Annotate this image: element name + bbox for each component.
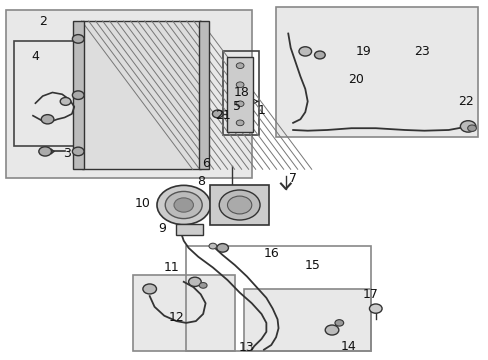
- Circle shape: [236, 82, 244, 87]
- Circle shape: [369, 304, 381, 313]
- Text: 16: 16: [263, 247, 279, 260]
- Bar: [244, 289, 370, 351]
- Text: 4: 4: [31, 50, 39, 63]
- Text: 18: 18: [234, 86, 249, 99]
- Circle shape: [72, 35, 84, 43]
- Circle shape: [212, 110, 223, 118]
- Bar: [222, 51, 259, 135]
- Text: 23: 23: [413, 45, 429, 58]
- Bar: [199, 21, 209, 169]
- Bar: [132, 275, 234, 351]
- Text: 17: 17: [362, 288, 378, 301]
- Bar: [227, 57, 252, 132]
- Circle shape: [174, 198, 193, 212]
- Circle shape: [236, 63, 244, 68]
- Circle shape: [208, 243, 216, 249]
- Circle shape: [216, 244, 228, 252]
- Text: 20: 20: [347, 73, 364, 86]
- Bar: [176, 224, 203, 235]
- Circle shape: [236, 101, 244, 107]
- Text: 13: 13: [239, 341, 254, 354]
- Text: 21: 21: [214, 109, 230, 122]
- Circle shape: [142, 284, 156, 294]
- Text: 8: 8: [196, 175, 204, 188]
- Circle shape: [334, 320, 343, 326]
- Text: 14: 14: [341, 339, 356, 352]
- Circle shape: [60, 98, 71, 105]
- Bar: [81, 21, 201, 169]
- Bar: [6, 10, 251, 178]
- Circle shape: [219, 190, 260, 220]
- Text: 5: 5: [233, 100, 241, 113]
- Text: 2: 2: [39, 14, 46, 27]
- Text: 10: 10: [134, 197, 150, 210]
- Circle shape: [188, 277, 201, 287]
- Circle shape: [236, 120, 244, 126]
- Circle shape: [467, 125, 475, 131]
- Circle shape: [459, 121, 475, 132]
- Bar: [210, 185, 268, 225]
- Text: 3: 3: [63, 147, 71, 160]
- Bar: [276, 7, 477, 137]
- Text: 1: 1: [257, 104, 265, 117]
- Circle shape: [199, 283, 206, 288]
- Circle shape: [165, 192, 202, 219]
- Circle shape: [298, 47, 311, 56]
- Text: 19: 19: [355, 45, 371, 58]
- Text: 11: 11: [163, 261, 179, 274]
- Bar: [14, 41, 111, 146]
- Circle shape: [314, 51, 325, 59]
- Circle shape: [227, 196, 251, 214]
- Text: 6: 6: [201, 157, 209, 170]
- Circle shape: [325, 325, 338, 335]
- Bar: [186, 246, 370, 351]
- Circle shape: [39, 147, 51, 156]
- Text: 15: 15: [304, 259, 320, 272]
- Text: 12: 12: [168, 311, 184, 324]
- Bar: [73, 21, 83, 169]
- Circle shape: [72, 91, 84, 99]
- Text: 22: 22: [457, 95, 473, 108]
- Text: 7: 7: [288, 172, 297, 185]
- Circle shape: [41, 114, 54, 124]
- Text: 9: 9: [158, 222, 165, 235]
- Circle shape: [72, 147, 84, 156]
- Circle shape: [157, 185, 210, 225]
